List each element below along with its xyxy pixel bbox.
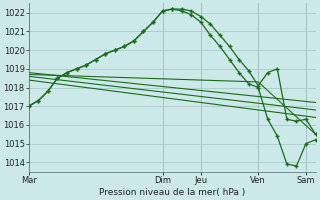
X-axis label: Pression niveau de la mer( hPa ): Pression niveau de la mer( hPa ) — [99, 188, 245, 197]
